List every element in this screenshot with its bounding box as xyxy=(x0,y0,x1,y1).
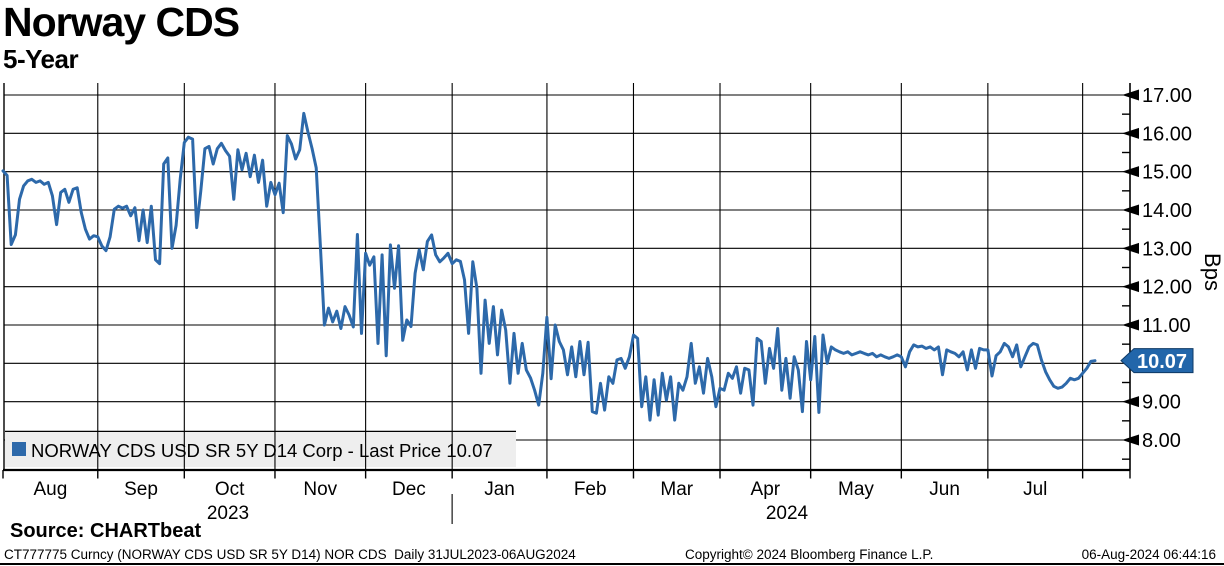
y-tick-arrow-icon xyxy=(1122,281,1139,293)
page-subtitle: 5-Year xyxy=(3,44,79,74)
footer-copyright: Copyright© 2024 Bloomberg Finance L.P. xyxy=(685,547,934,562)
x-axis-month-label: Nov xyxy=(303,479,337,500)
page-title: Norway CDS xyxy=(3,0,240,45)
y-axis-tick-label: 8.00 xyxy=(1142,430,1181,452)
y-tick-arrow-icon xyxy=(1122,396,1139,408)
footer-timestamp: 06-Aug-2024 06:44:16 xyxy=(1081,547,1216,562)
x-axis-month-label: May xyxy=(838,479,874,500)
x-axis-month-label: Jul xyxy=(1023,479,1047,500)
y-axis-tick-label: 16.00 xyxy=(1142,123,1192,145)
y-tick-arrow-icon xyxy=(1122,319,1139,331)
y-axis-tick-label: 15.00 xyxy=(1142,162,1192,184)
y-axis-tick-label: 17.00 xyxy=(1142,85,1192,107)
y-axis-tick-label: 12.00 xyxy=(1142,277,1192,299)
y-axis-title: Bps xyxy=(1200,253,1224,291)
x-axis-month-label: Jan xyxy=(484,479,515,500)
y-tick-arrow-icon xyxy=(1122,89,1139,101)
x-axis-month-label: Sep xyxy=(124,479,158,500)
last-price-tag-value: 10.07 xyxy=(1137,351,1187,373)
x-axis-month-label: Oct xyxy=(215,479,245,500)
source-line: Source: CHARTbeat xyxy=(10,520,202,542)
y-tick-arrow-icon xyxy=(1122,166,1139,178)
y-axis-tick-label: 14.00 xyxy=(1142,200,1192,222)
x-axis-month-label: Dec xyxy=(392,479,426,500)
y-axis-tick-label: 13.00 xyxy=(1142,238,1192,260)
last-price-tag xyxy=(1120,348,1194,374)
legend-strip xyxy=(5,432,516,467)
legend-label: NORWAY CDS USD SR 5Y D14 Corp - Last Pri… xyxy=(31,440,493,461)
x-axis-month-label: Apr xyxy=(751,479,781,500)
bottom-border-rule xyxy=(0,563,1224,565)
x-axis-month-label: Mar xyxy=(660,479,693,500)
price-line-series xyxy=(1,111,1097,422)
y-tick-arrow-icon xyxy=(1122,204,1139,216)
y-axis-tick-label: 9.00 xyxy=(1142,392,1181,414)
y-tick-arrow-icon xyxy=(1122,127,1139,139)
y-tick-arrow-icon xyxy=(1122,242,1139,254)
x-axis-year-label: 2023 xyxy=(207,503,249,524)
x-axis-year-label: 2024 xyxy=(766,503,809,524)
blue-square-series-marker xyxy=(12,442,26,456)
y-tick-arrow-icon xyxy=(1122,434,1139,446)
x-axis-month-label: Jun xyxy=(929,479,960,500)
x-axis-month-label: Feb xyxy=(574,479,607,500)
footer-ticker-info: CT777775 Curncy (NORWAY CDS USD SR 5Y D1… xyxy=(4,547,576,562)
x-axis-month-label: Aug xyxy=(33,479,67,500)
y-axis-tick-label: 11.00 xyxy=(1142,315,1191,337)
